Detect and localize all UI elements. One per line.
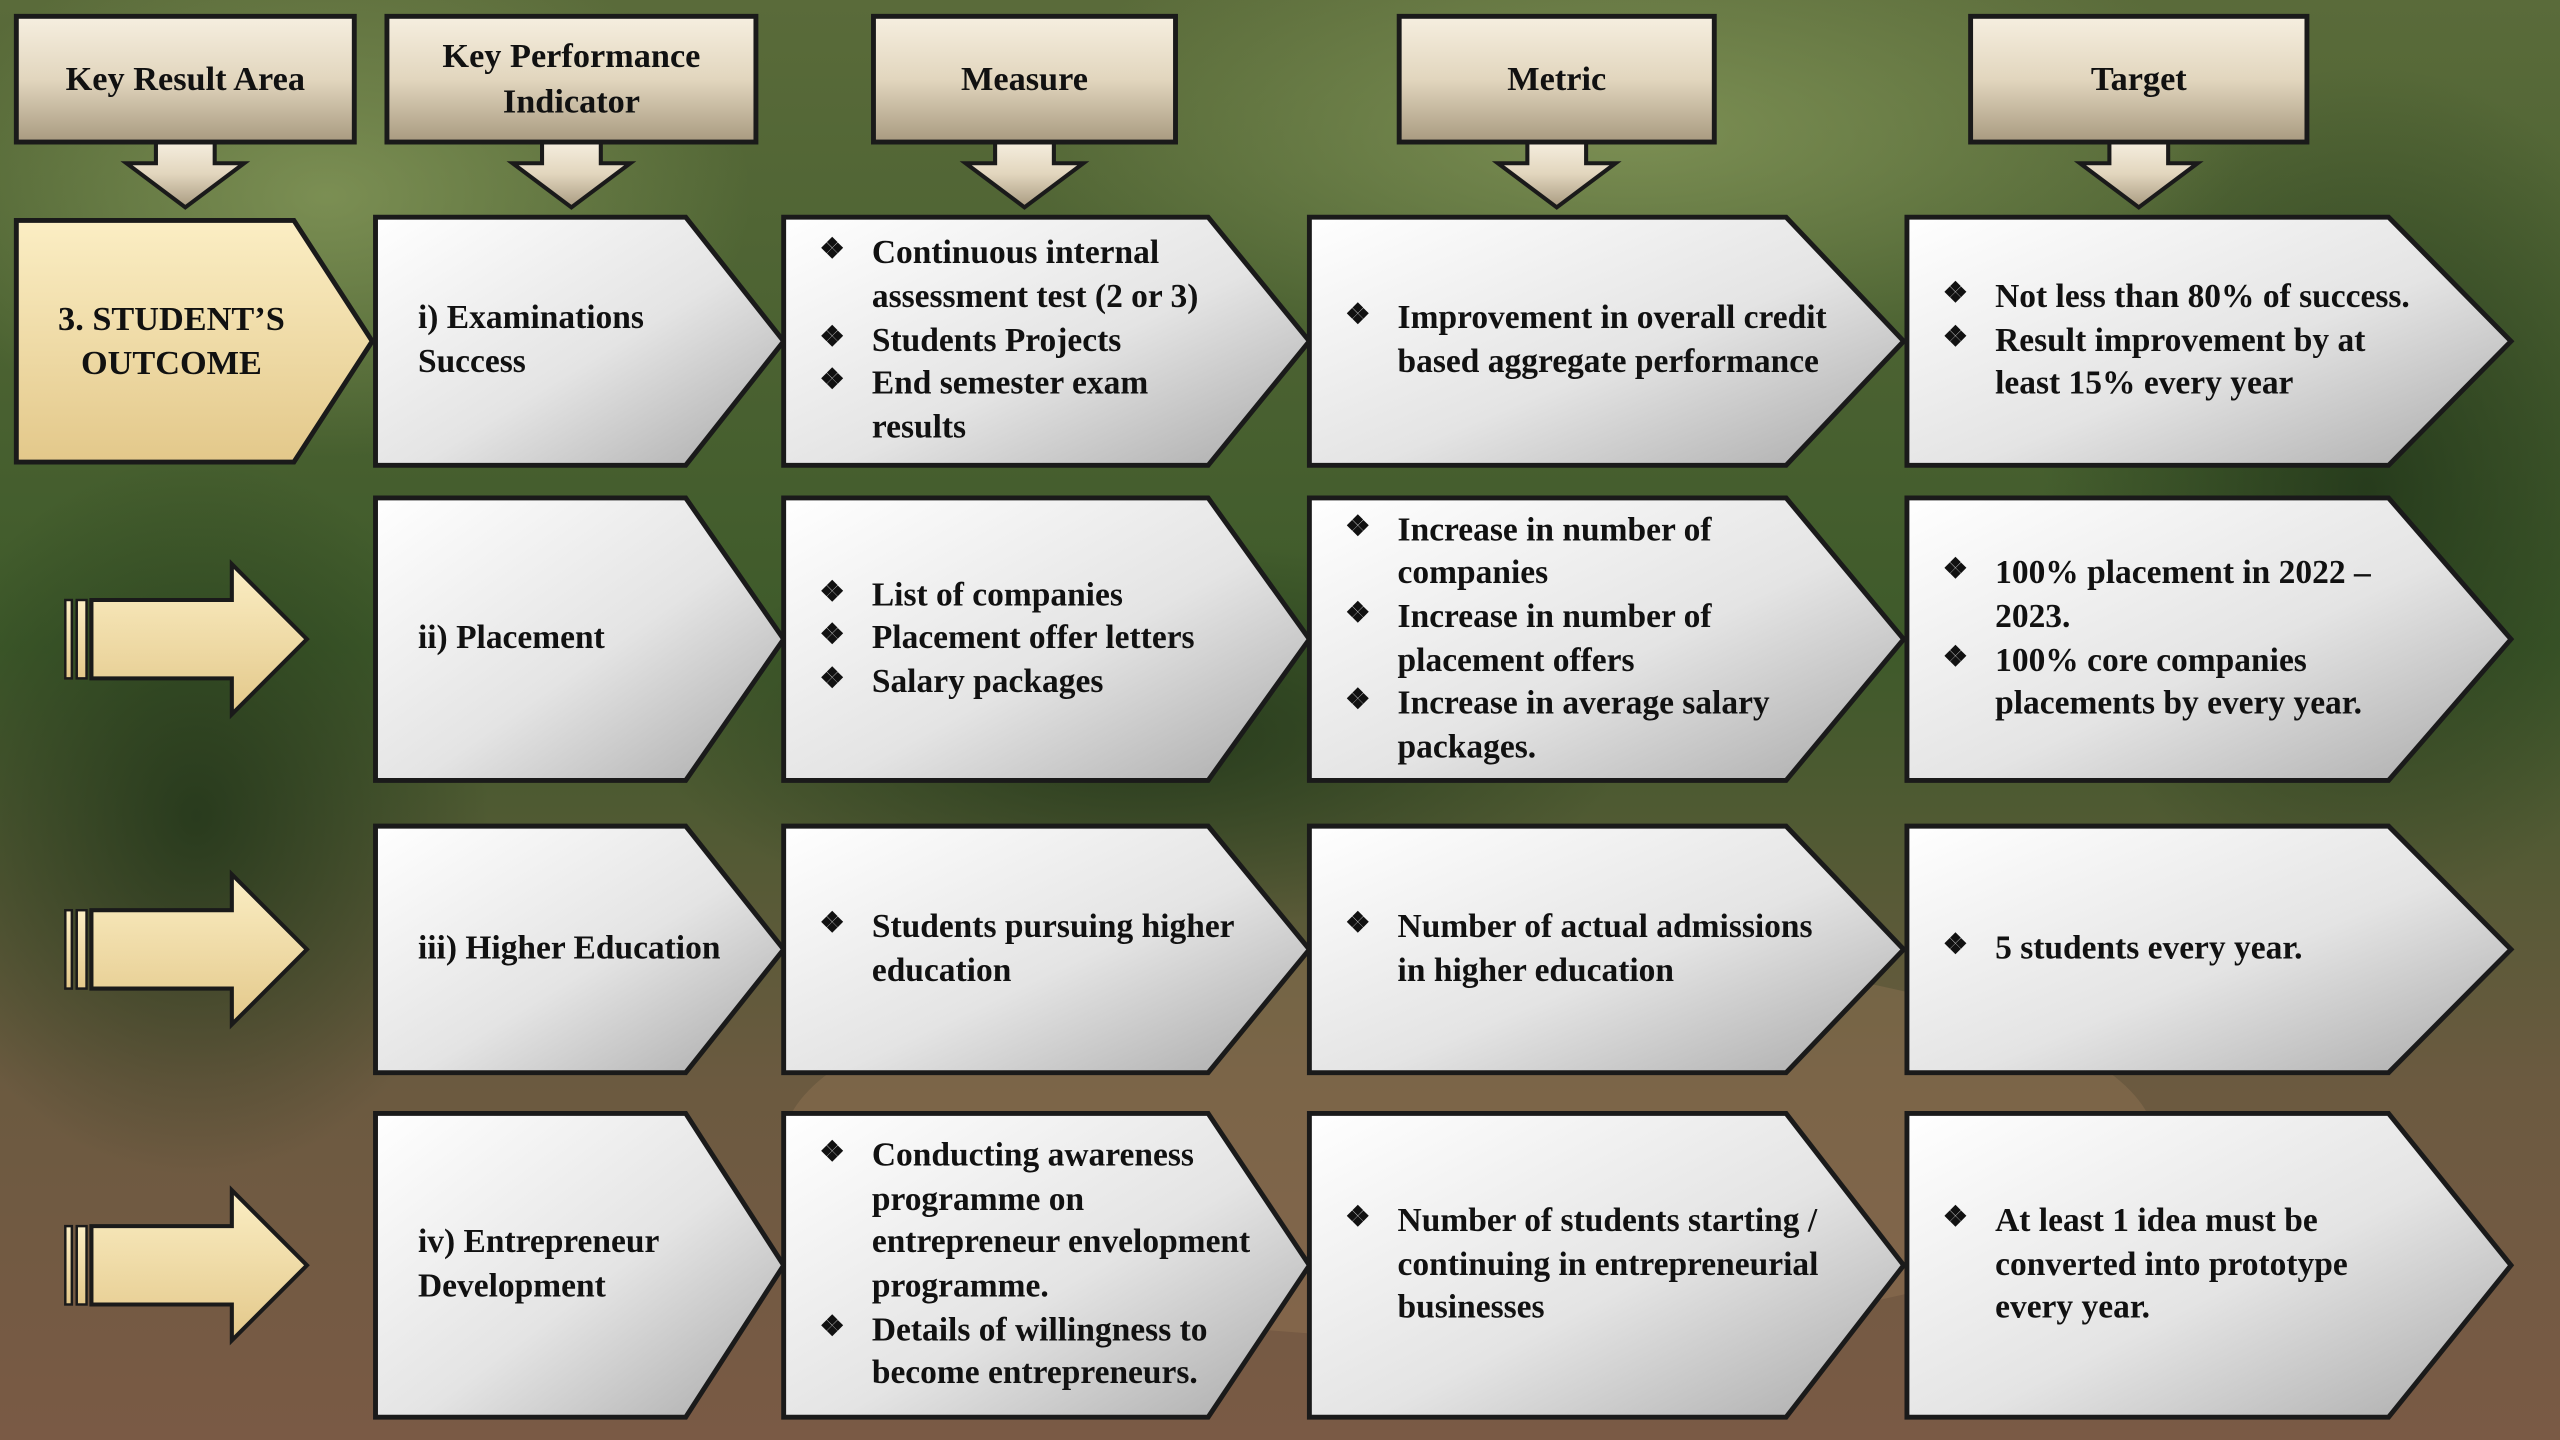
header-text: Measure	[960, 58, 1088, 98]
kpi-text: i) Examinations Success	[417, 300, 644, 381]
measure-cell: Students pursuing higher education	[813, 833, 1251, 1066]
text-box: iii) Higher Education	[405, 833, 728, 1066]
text-box: Increase in number of companiesIncrease …	[1339, 504, 1829, 773]
metric-item: Number of actual admissions in higher ed…	[1339, 906, 1829, 993]
text-box: Continuous internal assessment test (2 o…	[813, 224, 1251, 459]
header-box	[384, 13, 759, 145]
measure-item: List of companies	[813, 574, 1251, 617]
text-box: Improvement in overall credit based aggr…	[1339, 224, 1829, 459]
kpi-box	[373, 214, 787, 468]
metric-item: Increase in number of placement offers	[1339, 596, 1829, 683]
text-box: Not less than 80% of success.Result impr…	[1936, 224, 2431, 459]
text-box: 100% placement in 2022 – 2023.100% core …	[1936, 504, 2431, 773]
target-item: At least 1 idea must be converted into p…	[1936, 1200, 2431, 1330]
header-box	[871, 13, 1178, 145]
header-text: Key Performance Indicator	[442, 36, 701, 120]
measure-cell: Continuous internal assessment test (2 o…	[813, 224, 1251, 459]
text-box: Conducting awareness programme on entrep…	[813, 1120, 1251, 1411]
kpi-box	[373, 495, 787, 783]
kpi-box	[373, 1111, 787, 1420]
header-box	[1396, 13, 1717, 145]
measure-item: Students Projects	[813, 319, 1251, 362]
kpi-cell: iv) Entrepreneur Development	[405, 1120, 728, 1411]
kra-text: 3. STUDENT’S OUTCOME	[58, 298, 285, 383]
measure-item: Salary packages	[813, 661, 1251, 704]
metric-item: Increase in average salary packages.	[1339, 683, 1829, 770]
target-item: Result improvement by at least 15% every…	[1936, 319, 2431, 406]
kpi-text: iv) Entrepreneur Development	[417, 1225, 659, 1305]
measure-item: Students pursuing higher education	[813, 906, 1251, 993]
text-box: Number of students starting / continuing…	[1339, 1120, 1829, 1411]
text-box: 5 students every year.	[1936, 833, 2431, 1066]
text-box: List of companiesPlacement offer letters…	[813, 504, 1251, 773]
text-box: ii) Placement	[405, 504, 728, 773]
header-box	[13, 13, 357, 145]
header-text: Metric	[1507, 58, 1607, 98]
arrow-stripe	[75, 908, 88, 990]
metric-item: Increase in number of companies	[1339, 509, 1829, 596]
text-box: Target	[2090, 58, 2187, 98]
kpi-cell: iii) Higher Education	[405, 833, 728, 1066]
text-box: Metric	[1507, 58, 1607, 98]
target-cell: 5 students every year.	[1936, 833, 2431, 1066]
arrow-stripe	[75, 1224, 88, 1306]
kpi-cell: i) Examinations Success	[405, 224, 728, 459]
arrow-stripe	[64, 1224, 74, 1306]
text-box: i) Examinations Success	[405, 224, 728, 459]
metric-cell: Improvement in overall credit based aggr…	[1339, 224, 1829, 459]
text-box: Key Performance Indicator	[442, 36, 701, 120]
metric-item: Number of students starting / continuing…	[1339, 1200, 1829, 1330]
kpi-box	[373, 823, 787, 1076]
metric-cell: Increase in number of companiesIncrease …	[1339, 504, 1829, 773]
arrow-stripe	[64, 598, 74, 680]
kpi-text: ii) Placement	[417, 620, 605, 657]
metric-item: Improvement in overall credit based aggr…	[1339, 298, 1829, 385]
measure-item: End semester exam results	[813, 363, 1251, 450]
diagram: Key Result Area Key Performance Indicator…	[16, 16, 2511, 1417]
measure-item: Continuous internal assessment test (2 o…	[813, 232, 1251, 319]
text-box: Number of actual admissions in higher ed…	[1339, 833, 1829, 1066]
arrow-stripe	[64, 908, 74, 990]
text-box: Key Result Area	[65, 58, 305, 98]
target-item: 5 students every year.	[1936, 928, 2431, 971]
row-arrow	[89, 559, 310, 720]
metric-cell: Number of actual admissions in higher ed…	[1339, 833, 1829, 1066]
kpi-cell: ii) Placement	[405, 504, 728, 773]
header-text: Target	[2090, 58, 2187, 98]
target-item: 100% core companies placements by every …	[1936, 639, 2431, 726]
kra-box	[13, 217, 376, 465]
target-item: 100% placement in 2022 – 2023.	[1936, 552, 2431, 639]
metric-cell: Number of students starting / continuing…	[1339, 1120, 1829, 1411]
row-arrow	[89, 869, 310, 1030]
measure-item: Placement offer letters	[813, 617, 1251, 660]
text-box: iv) Entrepreneur Development	[405, 1120, 728, 1411]
target-cell: Not less than 80% of success.Result impr…	[1936, 224, 2431, 459]
target-cell: At least 1 idea must be converted into p…	[1936, 1120, 2431, 1411]
measure-cell: List of companiesPlacement offer letters…	[813, 504, 1251, 773]
text-box: At least 1 idea must be converted into p…	[1936, 1120, 2431, 1411]
target-item: Not less than 80% of success.	[1936, 276, 2431, 319]
header-text: Key Result Area	[65, 58, 305, 98]
measure-item: Conducting awareness programme on entrep…	[813, 1135, 1251, 1309]
text-box: Measure	[960, 58, 1088, 98]
target-cell: 100% placement in 2022 – 2023.100% core …	[1936, 504, 2431, 773]
row-arrow	[89, 1185, 310, 1346]
measure-item: Details of willingness to become entrepr…	[813, 1309, 1251, 1396]
header-box	[1968, 13, 2310, 145]
arrow-stripe	[75, 598, 88, 680]
text-box: 3. STUDENT’S OUTCOME	[58, 298, 285, 383]
kpi-text: iii) Higher Education	[417, 930, 721, 967]
measure-cell: Conducting awareness programme on entrep…	[813, 1120, 1251, 1411]
text-box: Students pursuing higher education	[813, 833, 1251, 1066]
